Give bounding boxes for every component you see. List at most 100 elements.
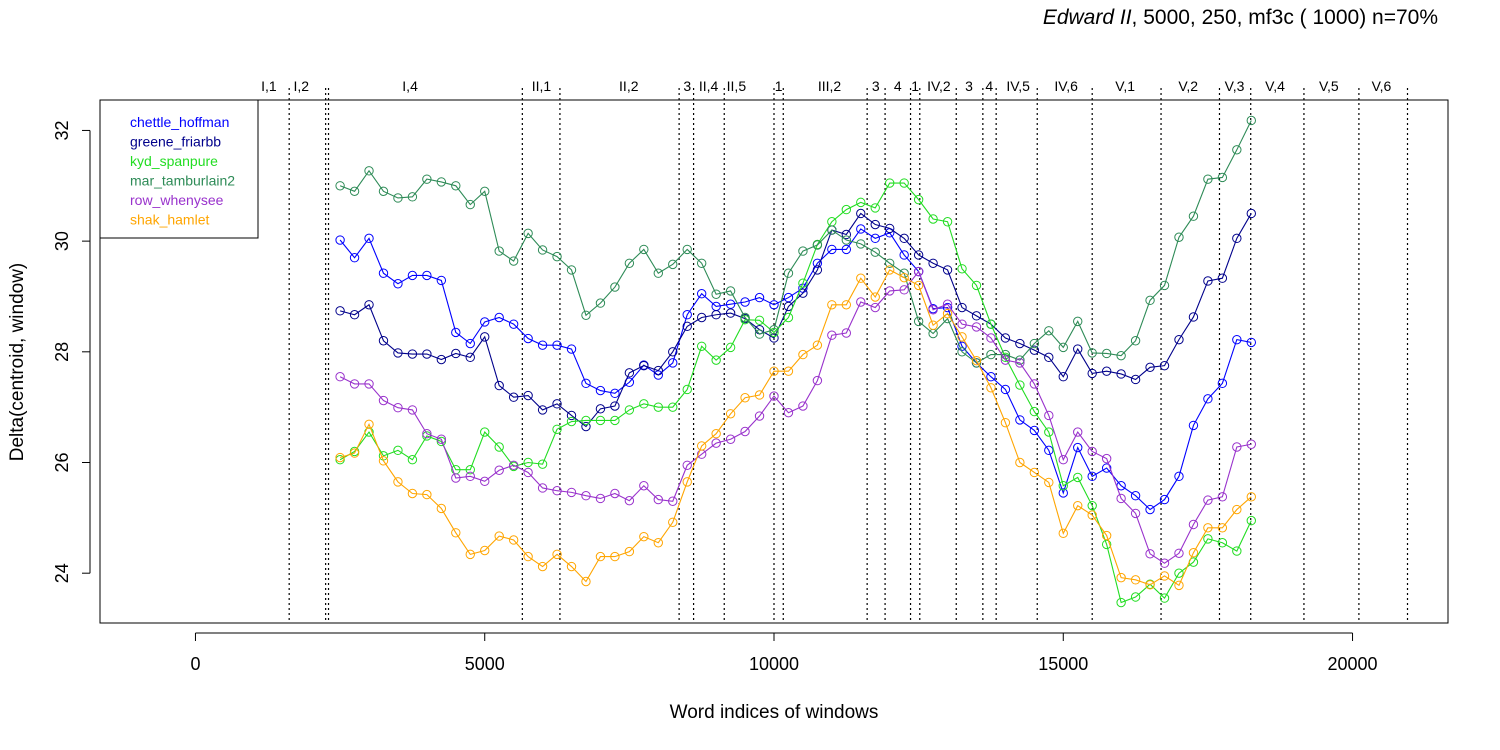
scene-label-12: 1 xyxy=(911,78,919,94)
point-greene_friarbb-23 xyxy=(668,347,678,357)
point-chettle_hoffman-50 xyxy=(1058,488,1068,498)
point-greene_friarbb-62 xyxy=(1232,233,1242,244)
point-kyd_spanpure-57 xyxy=(1159,593,1170,603)
point-shak_hamlet-55 xyxy=(1130,575,1141,585)
point-chettle_hoffman-28 xyxy=(740,297,750,307)
point-row_whenysee-15 xyxy=(552,486,562,496)
point-greene_friarbb-6 xyxy=(422,349,432,359)
point-row_whenysee-55 xyxy=(1130,508,1141,519)
point-mar_tamburlain2-36 xyxy=(856,239,866,249)
point-kyd_spanpure-7 xyxy=(436,436,447,447)
point-mar_tamburlain2-60 xyxy=(1203,174,1213,184)
point-mar_tamburlain2-34 xyxy=(827,225,837,235)
point-greene_friarbb-17 xyxy=(581,421,591,432)
point-mar_tamburlain2-26 xyxy=(711,289,721,299)
point-mar_tamburlain2-17 xyxy=(581,310,591,320)
series-greene_friarbb xyxy=(335,208,1256,432)
scene-label-20: V,3 xyxy=(1225,78,1245,94)
point-chettle_hoffman-3 xyxy=(378,268,389,278)
point-mar_tamburlain2-15 xyxy=(552,251,562,262)
point-mar_tamburlain2-54 xyxy=(1116,350,1126,361)
point-kyd_spanpure-51 xyxy=(1073,472,1083,483)
point-shak_hamlet-41 xyxy=(928,320,938,330)
point-shak_hamlet-37 xyxy=(870,292,880,302)
point-greene_friarbb-14 xyxy=(537,405,548,415)
point-mar_tamburlain2-59 xyxy=(1188,211,1199,221)
scene-label-2: I,4 xyxy=(402,78,418,94)
point-row_whenysee-1 xyxy=(349,379,360,389)
point-chettle_hoffman-0 xyxy=(335,235,345,245)
point-kyd_spanpure-24 xyxy=(682,384,692,395)
point-chettle_hoffman-17 xyxy=(581,378,591,389)
point-kyd_spanpure-23 xyxy=(668,402,678,412)
point-shak_hamlet-1 xyxy=(349,448,360,458)
point-kyd_spanpure-21 xyxy=(639,399,649,409)
point-kyd_spanpure-16 xyxy=(566,416,577,427)
point-row_whenysee-56 xyxy=(1145,549,1155,559)
point-mar_tamburlain2-18 xyxy=(595,298,606,308)
point-shak_hamlet-16 xyxy=(566,561,577,572)
point-mar_tamburlain2-29 xyxy=(754,329,765,339)
point-shak_hamlet-19 xyxy=(610,551,620,562)
point-mar_tamburlain2-51 xyxy=(1073,316,1083,327)
point-mar_tamburlain2-5 xyxy=(407,192,418,202)
point-row_whenysee-8 xyxy=(451,473,461,483)
series-kyd_spanpure xyxy=(335,178,1256,608)
point-greene_friarbb-47 xyxy=(1015,338,1025,349)
point-shak_hamlet-59 xyxy=(1188,548,1199,558)
point-row_whenysee-21 xyxy=(639,481,649,491)
point-shak_hamlet-35 xyxy=(841,300,852,310)
point-row_whenysee-43 xyxy=(957,319,967,329)
point-mar_tamburlain2-52 xyxy=(1087,348,1097,358)
point-chettle_hoffman-42 xyxy=(942,302,953,313)
point-row_whenysee-59 xyxy=(1188,519,1199,530)
point-chettle_hoffman-62 xyxy=(1232,334,1242,345)
point-shak_hamlet-50 xyxy=(1058,528,1068,539)
point-greene_friarbb-21 xyxy=(639,360,649,371)
point-row_whenysee-54 xyxy=(1116,493,1126,504)
point-shak_hamlet-44 xyxy=(971,355,982,366)
point-mar_tamburlain2-61 xyxy=(1217,172,1228,183)
point-row_whenysee-35 xyxy=(841,328,852,338)
point-row_whenysee-52 xyxy=(1087,446,1097,457)
point-kyd_spanpure-22 xyxy=(653,402,663,412)
point-mar_tamburlain2-2 xyxy=(364,166,374,176)
point-mar_tamburlain2-8 xyxy=(451,181,461,191)
point-chettle_hoffman-5 xyxy=(407,270,418,281)
point-chettle_hoffman-24 xyxy=(682,310,692,320)
point-mar_tamburlain2-49 xyxy=(1044,326,1054,336)
point-greene_friarbb-61 xyxy=(1217,273,1228,283)
series-chettle_hoffman xyxy=(335,224,1256,515)
point-chettle_hoffman-59 xyxy=(1188,420,1199,431)
y-tick-label-0: 24 xyxy=(52,563,72,583)
point-kyd_spanpure-35 xyxy=(841,204,852,215)
y-tick-label-1: 26 xyxy=(52,452,72,472)
point-kyd_spanpure-47 xyxy=(1015,380,1025,390)
point-mar_tamburlain2-1 xyxy=(349,186,360,197)
point-kyd_spanpure-6 xyxy=(422,431,432,441)
point-greene_friarbb-26 xyxy=(711,310,721,320)
point-kyd_spanpure-38 xyxy=(885,178,895,188)
point-mar_tamburlain2-31 xyxy=(783,268,794,278)
point-row_whenysee-48 xyxy=(1029,379,1040,389)
point-greene_friarbb-58 xyxy=(1174,334,1184,345)
point-greene_friarbb-7 xyxy=(436,354,447,365)
point-chettle_hoffman-48 xyxy=(1029,425,1040,436)
point-shak_hamlet-28 xyxy=(740,393,750,403)
point-kyd_spanpure-27 xyxy=(725,342,736,353)
point-row_whenysee-45 xyxy=(986,333,996,343)
scene-label-22: V,5 xyxy=(1319,78,1339,94)
point-row_whenysee-63 xyxy=(1246,439,1256,449)
series-row_whenysee xyxy=(335,266,1256,568)
point-greene_friarbb-15 xyxy=(552,399,562,409)
point-row_whenysee-14 xyxy=(537,483,548,493)
scene-label-0: I,1 xyxy=(261,78,277,94)
point-row_whenysee-34 xyxy=(827,330,837,340)
point-kyd_spanpure-28 xyxy=(740,315,750,325)
point-row_whenysee-36 xyxy=(856,297,866,307)
chart-title-italic: Edward II xyxy=(1042,6,1132,29)
point-shak_hamlet-31 xyxy=(783,366,794,376)
point-row_whenysee-60 xyxy=(1203,495,1213,505)
point-row_whenysee-10 xyxy=(480,476,490,487)
x-tick-label-0: 0 xyxy=(190,654,200,674)
